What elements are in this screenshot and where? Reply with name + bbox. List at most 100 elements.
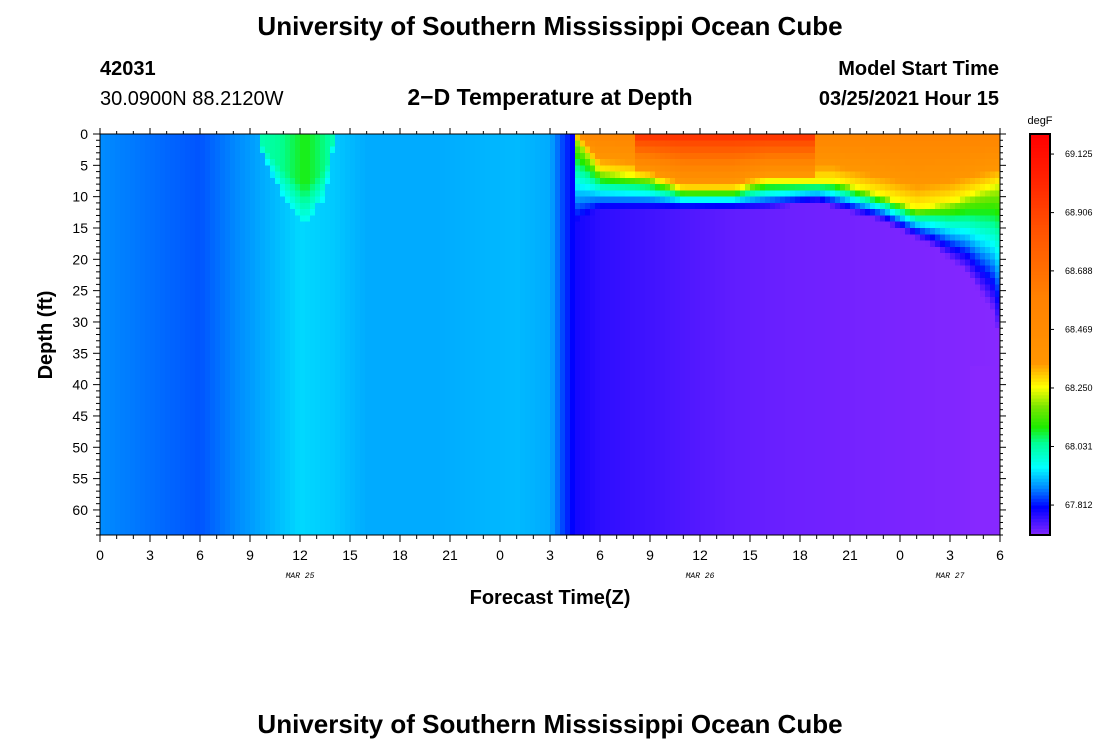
heatmap-cell [485, 472, 491, 480]
heatmap-cell [405, 347, 411, 354]
heatmap-cell [430, 397, 436, 405]
heatmap-cell [150, 359, 156, 367]
heatmap-cell [230, 321, 236, 329]
heatmap-cell [245, 184, 251, 191]
heatmap-cell [140, 227, 146, 235]
heatmap-cell [335, 296, 341, 304]
heatmap-cell [375, 265, 381, 273]
heatmap-cell [400, 296, 406, 304]
heatmap-cell [135, 334, 141, 342]
heatmap-cell [310, 271, 316, 279]
heatmap-cell [480, 353, 486, 361]
heatmap-cell [210, 353, 216, 361]
heatmap-cell [155, 140, 161, 148]
heatmap-cell [365, 190, 371, 198]
heatmap-cell [290, 397, 296, 405]
heatmap-cell [200, 478, 206, 486]
heatmap-cell [330, 434, 336, 442]
heatmap-cell [365, 434, 371, 442]
heatmap-cell [190, 347, 196, 354]
heatmap-cell [285, 441, 291, 448]
heatmap-cell [430, 165, 436, 173]
heatmap-cell [210, 227, 216, 235]
heatmap-cell [180, 259, 186, 267]
heatmap-cell [465, 134, 471, 141]
heatmap-cell [450, 340, 456, 348]
heatmap-cell [155, 447, 161, 455]
heatmap-cell [340, 390, 346, 398]
heatmap-cell [270, 296, 276, 304]
heatmap-cell [260, 397, 266, 405]
heatmap-cell [245, 171, 251, 179]
heatmap-cell [190, 265, 196, 273]
heatmap-cell [170, 516, 176, 524]
heatmap-cell [380, 171, 386, 179]
heatmap-cell [245, 296, 251, 304]
heatmap-cell [265, 453, 271, 461]
heatmap-cell [175, 528, 181, 536]
heatmap-cell [335, 253, 341, 260]
heatmap-cell [425, 447, 431, 455]
heatmap-cell [120, 353, 126, 361]
heatmap-cell [125, 434, 131, 442]
heatmap-cell [245, 134, 251, 141]
heatmap-cell [450, 177, 456, 185]
heatmap-cell [250, 334, 256, 342]
heatmap-cell [360, 459, 366, 467]
heatmap-cell [390, 196, 396, 204]
heatmap-cell [155, 434, 161, 442]
heatmap-cell [345, 472, 351, 480]
heatmap-cell [480, 372, 486, 379]
heatmap-cell [160, 296, 166, 304]
heatmap-cell [205, 447, 211, 455]
heatmap-cell [370, 215, 376, 223]
heatmap-cell [385, 484, 391, 492]
heatmap-cell [180, 359, 186, 367]
heatmap-cell [285, 378, 291, 386]
heatmap-cell [360, 209, 366, 217]
heatmap-cell [225, 403, 231, 411]
heatmap-cell [130, 528, 136, 536]
heatmap-cell [125, 472, 131, 480]
heatmap-cell [265, 484, 271, 492]
heatmap-cell [425, 290, 431, 298]
heatmap-cell [180, 177, 186, 185]
heatmap-cell [140, 234, 146, 242]
heatmap-cell [385, 253, 391, 260]
heatmap-cell [335, 134, 341, 141]
heatmap-cell [200, 428, 206, 436]
heatmap-cell [225, 240, 231, 248]
heatmap-cell [170, 340, 176, 348]
heatmap-cell [480, 328, 486, 336]
heatmap-cell [125, 296, 131, 304]
heatmap-cell [415, 146, 421, 154]
heatmap-cell [220, 403, 226, 411]
heatmap-cell [255, 509, 261, 517]
heatmap-cell [485, 434, 491, 442]
heatmap-cell [405, 328, 411, 336]
heatmap-cell [145, 171, 151, 179]
heatmap-cell [270, 259, 276, 267]
heatmap-cell [485, 459, 491, 467]
heatmap-cell [440, 240, 446, 248]
heatmap-cell [285, 202, 291, 210]
heatmap-cell [405, 365, 411, 373]
heatmap-cell [170, 522, 176, 530]
heatmap-cell [330, 265, 336, 273]
heatmap-cell [245, 340, 251, 348]
heatmap-cell [100, 340, 106, 348]
heatmap-cell [440, 309, 446, 317]
heatmap-cell [415, 190, 421, 198]
heatmap-cell [465, 246, 471, 254]
heatmap-cell [105, 321, 111, 329]
heatmap-cell [315, 309, 321, 317]
heatmap-cell [155, 353, 161, 361]
heatmap-cell [320, 509, 326, 517]
heatmap-cell [140, 516, 146, 524]
heatmap-cell [355, 428, 361, 436]
heatmap-cell [355, 384, 361, 392]
heatmap-cell [420, 184, 426, 191]
heatmap-cell [455, 140, 461, 148]
heatmap-cell [460, 152, 466, 160]
heatmap-cell [110, 196, 116, 204]
